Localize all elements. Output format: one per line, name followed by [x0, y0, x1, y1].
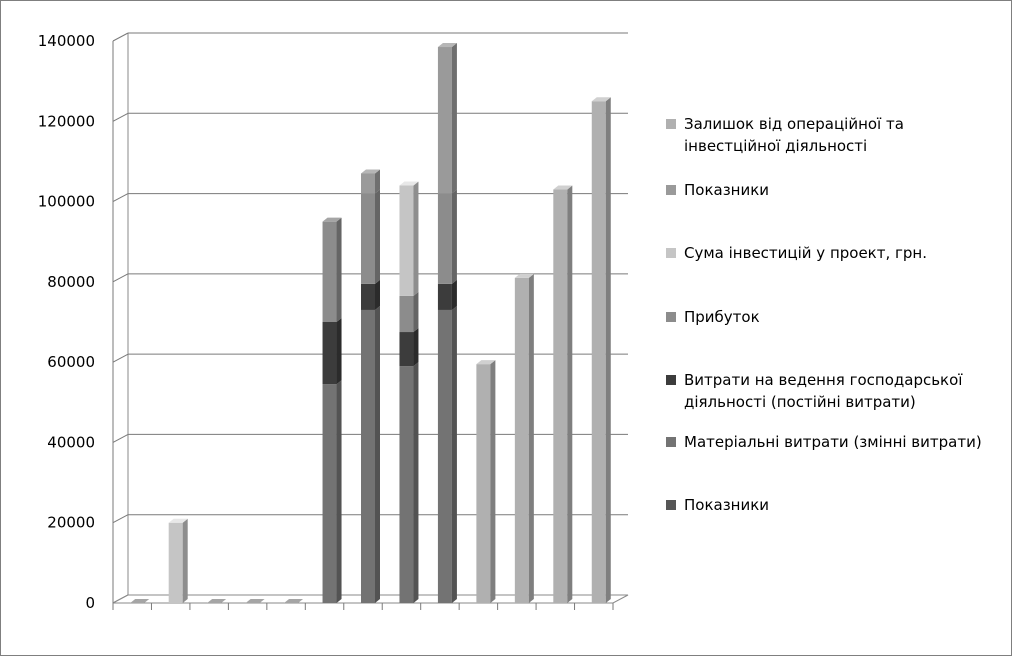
bar-segment-side	[451, 279, 457, 310]
bar-top	[591, 97, 611, 102]
legend-swatch	[666, 437, 676, 447]
bar-segment-side	[336, 318, 342, 385]
bar-segment-side	[605, 97, 611, 603]
bar-segment-side	[490, 360, 496, 603]
bar-segment-side	[413, 291, 419, 333]
bar-segment-side	[375, 169, 380, 194]
bar-segment	[476, 364, 491, 603]
bar-segment	[437, 47, 452, 194]
bar-segment-side	[451, 189, 457, 284]
bar-segment	[399, 332, 414, 367]
legend-item-variable-costs: Матеріальні витрати (змінні витрати)	[666, 431, 1004, 453]
y-tick-label: 40000	[47, 433, 95, 451]
gridline-side	[112, 273, 129, 283]
bar-segment-side	[413, 181, 419, 296]
y-tick-label: 20000	[47, 514, 95, 532]
legend-swatch	[666, 119, 676, 129]
bar-top	[168, 518, 188, 523]
y-tick-label: 0	[85, 594, 95, 612]
bar-top	[322, 217, 342, 222]
bar-top	[437, 43, 457, 48]
legend-label: Матеріальні витрати (змінні витрати)	[684, 433, 982, 451]
gridline-side	[112, 353, 129, 363]
bar-top	[399, 181, 419, 186]
legend-label: Показники	[684, 496, 770, 514]
gridline-side	[112, 32, 129, 42]
legend-swatch	[666, 185, 676, 195]
bar-segment	[399, 366, 414, 603]
y-tick-label: 120000	[38, 112, 95, 130]
legend-label: Сума інвестицій у проект, грн.	[684, 244, 927, 262]
legend-label: Залишок від операційної та інвестційної …	[684, 115, 904, 155]
bar-segment	[437, 309, 452, 603]
bar-top	[130, 599, 150, 603]
gridline-side	[112, 193, 129, 203]
legend-label: Витрати на ведення господарської діяльно…	[684, 371, 963, 411]
bar-segment	[322, 221, 337, 322]
bar-segment-side	[528, 273, 534, 603]
bar-segment-side	[451, 305, 457, 603]
bar-segment	[322, 322, 337, 385]
bar-segment-side	[182, 518, 188, 603]
gridline-side	[112, 433, 129, 443]
bar-top	[514, 273, 534, 278]
bar-segment	[514, 277, 529, 603]
legend-label: Показники	[684, 181, 770, 199]
bar-segment	[399, 185, 414, 296]
bar-top	[476, 360, 496, 365]
legend-swatch	[666, 248, 676, 258]
legend-swatch	[666, 500, 676, 510]
legend-swatch	[666, 375, 676, 385]
bar-segment	[399, 295, 414, 333]
y-tick-label: 80000	[47, 273, 95, 291]
bar-segment-side	[451, 43, 457, 194]
y-tick-label: 100000	[38, 193, 95, 211]
legend-item-fixed-costs: Витрати на ведення господарської діяльно…	[666, 369, 1004, 413]
bar-segment-side	[336, 380, 342, 603]
bar-segment	[437, 193, 452, 284]
bar-segment	[591, 101, 606, 603]
bar-segment-side	[567, 185, 573, 603]
bar-segment-side	[336, 217, 342, 322]
bar-segment-side	[413, 362, 419, 603]
bar-segment	[168, 522, 183, 603]
y-tick-label: 140000	[38, 32, 95, 50]
bar-top	[245, 599, 265, 603]
legend-swatch	[666, 312, 676, 322]
bar-segment	[361, 173, 375, 194]
legend-item-indicators: Показники	[666, 179, 1004, 201]
bar-segment	[553, 189, 568, 603]
bar-top	[553, 185, 573, 190]
gridline-side	[112, 514, 129, 524]
bar-segment	[361, 283, 375, 310]
bar-segment	[437, 283, 452, 310]
legend-item-balance: Залишок від операційної та інвестційної …	[666, 113, 1004, 157]
legend-label: Прибуток	[684, 308, 760, 326]
bar-segment	[361, 193, 375, 284]
legend-item-indicators-base: Показники	[666, 494, 1004, 516]
legend-item-profit: Прибуток	[666, 306, 1004, 328]
bar-segment-side	[413, 328, 419, 367]
bar-segment	[361, 309, 375, 603]
bar-top	[361, 169, 380, 174]
gridline-side	[112, 112, 129, 122]
bar-top	[207, 599, 227, 603]
y-tick-label: 60000	[47, 353, 95, 371]
legend-item-investment: Сума інвестицій у проект, грн.	[666, 242, 1004, 264]
bar-segment-side	[375, 305, 380, 603]
bar-segment	[322, 384, 337, 603]
bar-segment-side	[375, 189, 380, 284]
bar-segment-side	[375, 279, 380, 310]
bar-top	[284, 599, 304, 603]
